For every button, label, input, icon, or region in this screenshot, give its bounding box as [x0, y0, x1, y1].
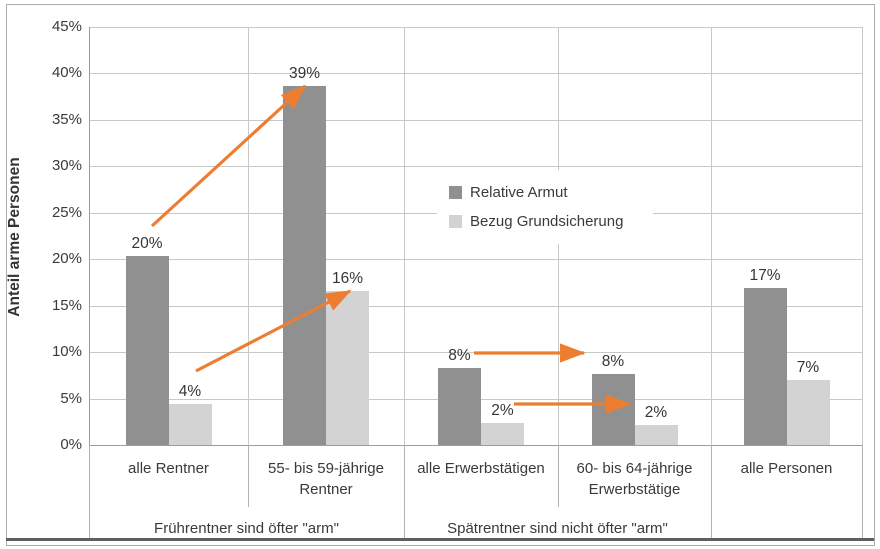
group-label-spaetrentner: Spätrentner sind nicht öfter "arm" — [447, 520, 668, 537]
category-label: 55- bis 59-jährige Rentner — [268, 460, 384, 498]
y-tick-label: 0% — [60, 436, 82, 453]
y-tick-label: 5% — [60, 389, 82, 407]
legend-item-relative-armut: Relative Armut — [449, 184, 653, 201]
bar-value-label: 8% — [448, 347, 471, 364]
category-separator-line — [558, 445, 559, 507]
bar-value-label: 20% — [131, 235, 163, 252]
category-label: alle Rentner — [128, 460, 209, 477]
gridline — [862, 27, 863, 445]
axis-bottom-rule — [6, 538, 874, 541]
y-axis-line — [89, 27, 90, 445]
bar-bezug-grundsicherung — [481, 423, 524, 445]
bar-value-label: 2% — [644, 404, 668, 421]
y-tick-label: 35% — [51, 110, 82, 128]
legend: Relative Armut Bezug Grundsicherung — [437, 170, 653, 244]
y-tick-label: 25% — [51, 203, 82, 221]
bar-value-label: 16% — [331, 270, 364, 287]
legend-swatch-dark-icon — [449, 186, 462, 199]
y-tick-label: 30% — [51, 157, 82, 175]
category-separator-line — [248, 445, 249, 507]
y-tick-label: 10% — [51, 343, 82, 361]
bar-bezug-grundsicherung — [168, 404, 212, 445]
group-separator-line — [711, 445, 712, 540]
bar-value-label: 4% — [178, 383, 202, 400]
category-label: alle Erwerbstätigen — [417, 460, 545, 477]
bar-bezug-grundsicherung — [786, 380, 830, 445]
gridline — [711, 27, 712, 445]
gridline — [89, 120, 862, 121]
y-tick-label: 20% — [51, 250, 82, 268]
legend-swatch-light-icon — [449, 215, 462, 228]
bar-value-label: 2% — [491, 402, 514, 419]
gridline — [89, 27, 862, 28]
bar-relative-armut — [743, 288, 787, 445]
bar-value-label: 8% — [601, 353, 625, 370]
gridline — [89, 259, 862, 260]
gridline — [89, 306, 862, 307]
legend-label: Relative Armut — [470, 184, 568, 201]
bar-value-label: 17% — [749, 267, 781, 284]
y-axis-title: Anteil arme Personen — [6, 157, 23, 317]
gridline — [404, 27, 405, 445]
bar-value-label: 7% — [796, 359, 820, 376]
bar-bezug-grundsicherung — [326, 291, 369, 445]
y-tick-label: 40% — [51, 64, 82, 82]
legend-item-bezug-grundsicherung: Bezug Grundsicherung — [449, 213, 653, 230]
group-label-fruehrentner: Frührentner sind öfter "arm" — [154, 520, 339, 537]
category-label: alle Personen — [740, 460, 833, 477]
bar-relative-armut — [438, 368, 481, 445]
y-tick-label: 45% — [51, 18, 82, 35]
x-axis-line — [89, 445, 862, 446]
bar-bezug-grundsicherung — [634, 425, 678, 445]
category-label: 60- bis 64-jährige Erwerbstätige — [576, 460, 693, 498]
gridline — [248, 27, 249, 445]
bar-relative-armut — [125, 256, 169, 445]
group-separator-line — [404, 445, 405, 540]
gridline — [89, 73, 862, 74]
bar-relative-armut — [283, 86, 326, 445]
group-separator-line — [89, 445, 90, 540]
legend-label: Bezug Grundsicherung — [470, 213, 624, 230]
bar-value-label: 39% — [288, 65, 321, 82]
gridline — [89, 166, 862, 167]
group-separator-line — [862, 445, 863, 540]
y-tick-label: 15% — [51, 296, 82, 314]
